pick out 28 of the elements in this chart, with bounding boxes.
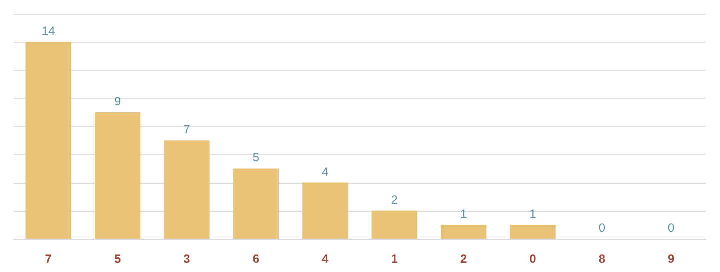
bar — [372, 210, 418, 239]
x-tick-label: 5 — [114, 252, 122, 266]
x-tick-label: 0 — [530, 252, 537, 266]
data-label: 9 — [114, 94, 122, 108]
data-label: 0 — [598, 221, 606, 235]
x-tick-label: 4 — [322, 252, 330, 266]
x-tick-label: 7 — [45, 252, 52, 266]
bar — [233, 168, 280, 239]
bar — [510, 224, 556, 239]
x-tick-label: 6 — [252, 252, 260, 266]
x-tick-label: 2 — [460, 252, 468, 266]
bar — [94, 112, 141, 239]
x-tick-label: 8 — [598, 252, 606, 266]
data-label: 5 — [252, 150, 260, 165]
bar — [302, 182, 348, 239]
bar — [26, 42, 72, 239]
data-label: 14 — [42, 24, 56, 38]
x-tick-label: 3 — [184, 252, 191, 266]
x-tick-label: 9 — [668, 252, 676, 266]
bar — [440, 224, 487, 239]
data-label: 7 — [184, 122, 191, 137]
data-label: 4 — [322, 164, 330, 179]
data-label: 1 — [530, 206, 537, 221]
bar — [164, 140, 210, 239]
x-tick-label: 1 — [391, 252, 398, 266]
data-label: 2 — [391, 192, 398, 207]
data-label: 0 — [668, 221, 676, 235]
data-label: 1 — [460, 206, 468, 221]
